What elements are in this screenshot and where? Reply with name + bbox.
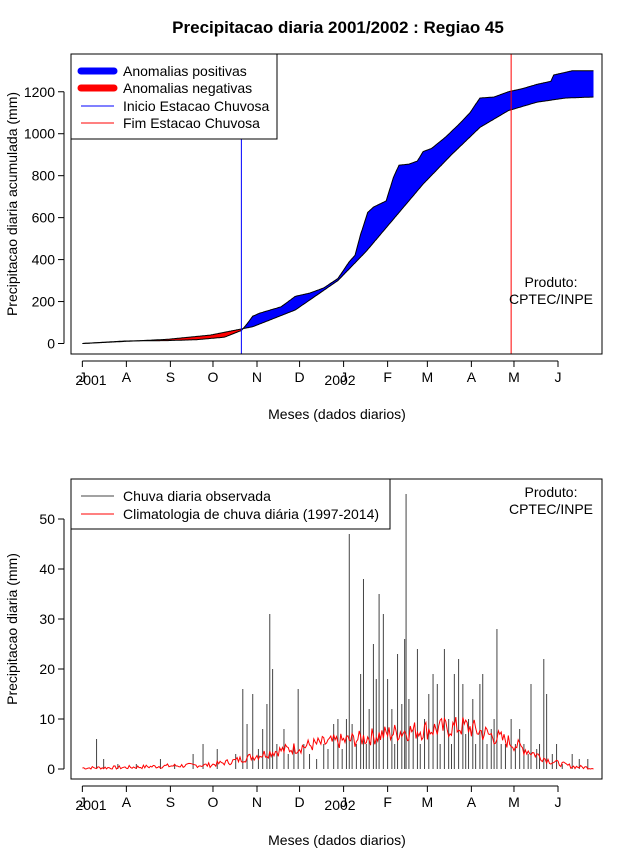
- product-label: Produto:: [525, 274, 578, 290]
- daily-x-tick-label: J: [79, 794, 86, 810]
- daily-x-tick-label: J: [340, 794, 347, 810]
- daily-legend-box: [70, 478, 391, 530]
- daily-y-tick-label: 30: [39, 611, 55, 627]
- cumulative-x-tick-label: J: [79, 369, 86, 385]
- daily-x-tick-label: N: [252, 794, 262, 810]
- daily-x-tick-label: J: [554, 794, 561, 810]
- cumulative-x-tick-label: M: [422, 369, 434, 385]
- daily-x-tick-label: M: [422, 794, 434, 810]
- product-source: CPTEC/INPE: [509, 291, 593, 307]
- daily-y-tick-label: 0: [47, 761, 55, 777]
- daily-x-tick-label: A: [467, 794, 477, 810]
- daily-legend: Chuva diaria observada Climatologia de c…: [70, 478, 391, 530]
- daily-chart: 0 10 20 30 40 50 J A S O N D J F M A M J 2001 2002 Meses…: [4, 478, 603, 848]
- legend-label-negative: Anomalias negativas: [123, 80, 252, 96]
- daily-x-tick-label: S: [166, 794, 175, 810]
- year-label-2002-daily: 2002: [324, 797, 355, 813]
- cumulative-x-tick-label: J: [340, 369, 347, 385]
- cumulative-y-tick-label: 0: [47, 336, 55, 352]
- cumulative-x-tick-label: D: [295, 369, 305, 385]
- cumulative-x-tick-label: M: [508, 369, 520, 385]
- cumulative-y-tick-label: 600: [32, 210, 56, 226]
- daily-y-axis: 0 10 20 30 40 50: [39, 511, 65, 777]
- observed-cumulative-line: [82, 70, 594, 344]
- positive-anomaly-area: [242, 70, 594, 329]
- daily-y-axis-label: Precipitacao diaria (mm): [4, 553, 20, 705]
- cumulative-legend: Anomalias positivas Anomalias negativas …: [70, 53, 278, 140]
- daily-x-tick-label: D: [295, 794, 305, 810]
- cumulative-x-axis-label: Meses (dados diarios): [268, 406, 406, 422]
- daily-x-tick-label: M: [508, 794, 520, 810]
- cumulative-plot-frame: [70, 53, 603, 355]
- cumulative-x-tick-label: J: [554, 369, 561, 385]
- cumulative-x-tick-label: O: [208, 369, 219, 385]
- daily-y-tick-label: 10: [39, 711, 55, 727]
- cumulative-y-tick-label: 1000: [24, 126, 55, 142]
- cumulative-y-axis: 0 200 400 600 800 1000 1200: [24, 84, 65, 352]
- daily-y-tick-label: 50: [39, 511, 55, 527]
- daily-x-axis-label: Meses (dados diarios): [268, 832, 406, 848]
- daily-x-tick-label: A: [122, 794, 132, 810]
- chart-title: Precipitacao diaria 2001/2002 : Regiao 4…: [172, 18, 504, 37]
- cumulative-y-tick-label: 1200: [24, 84, 55, 100]
- product-source-daily: CPTEC/INPE: [509, 501, 593, 517]
- cumulative-x-tick-label: S: [166, 369, 175, 385]
- cumulative-x-tick-label: A: [467, 369, 477, 385]
- cumulative-y-tick-label: 800: [32, 168, 56, 184]
- cumulative-series: [82, 54, 594, 354]
- year-label-2001: 2001: [75, 372, 106, 388]
- legend-label-climatology: Climatologia de chuva diária (1997-2014): [123, 506, 379, 522]
- daily-y-tick-label: 40: [39, 561, 55, 577]
- daily-x-tick-label: F: [383, 794, 392, 810]
- cumulative-y-tick-label: 200: [32, 294, 56, 310]
- climatology-daily-line: [82, 716, 594, 770]
- legend-label-onset: Inicio Estacao Chuvosa: [123, 98, 270, 114]
- cumulative-y-axis-label: Precipitacao diaria acumulada (mm): [4, 92, 20, 316]
- daily-x-tick-label: O: [208, 794, 219, 810]
- year-label-2001-daily: 2001: [75, 797, 106, 813]
- legend-label-end: Fim Estacao Chuvosa: [123, 115, 260, 131]
- year-label-2002: 2002: [324, 372, 355, 388]
- legend-label-observed: Chuva diaria observada: [123, 488, 271, 504]
- cumulative-y-tick-label: 400: [32, 252, 56, 268]
- cumulative-x-tick-label: N: [252, 369, 262, 385]
- product-label-daily: Produto:: [525, 484, 578, 500]
- negative-anomaly-area: [135, 328, 243, 341]
- daily-y-tick-label: 20: [39, 661, 55, 677]
- cumulative-x-tick-label: F: [383, 369, 392, 385]
- climatology-cumulative-line: [82, 96, 594, 344]
- legend-label-positive: Anomalias positivas: [123, 63, 247, 79]
- cumulative-x-tick-label: A: [122, 369, 132, 385]
- daily-series: [82, 494, 594, 770]
